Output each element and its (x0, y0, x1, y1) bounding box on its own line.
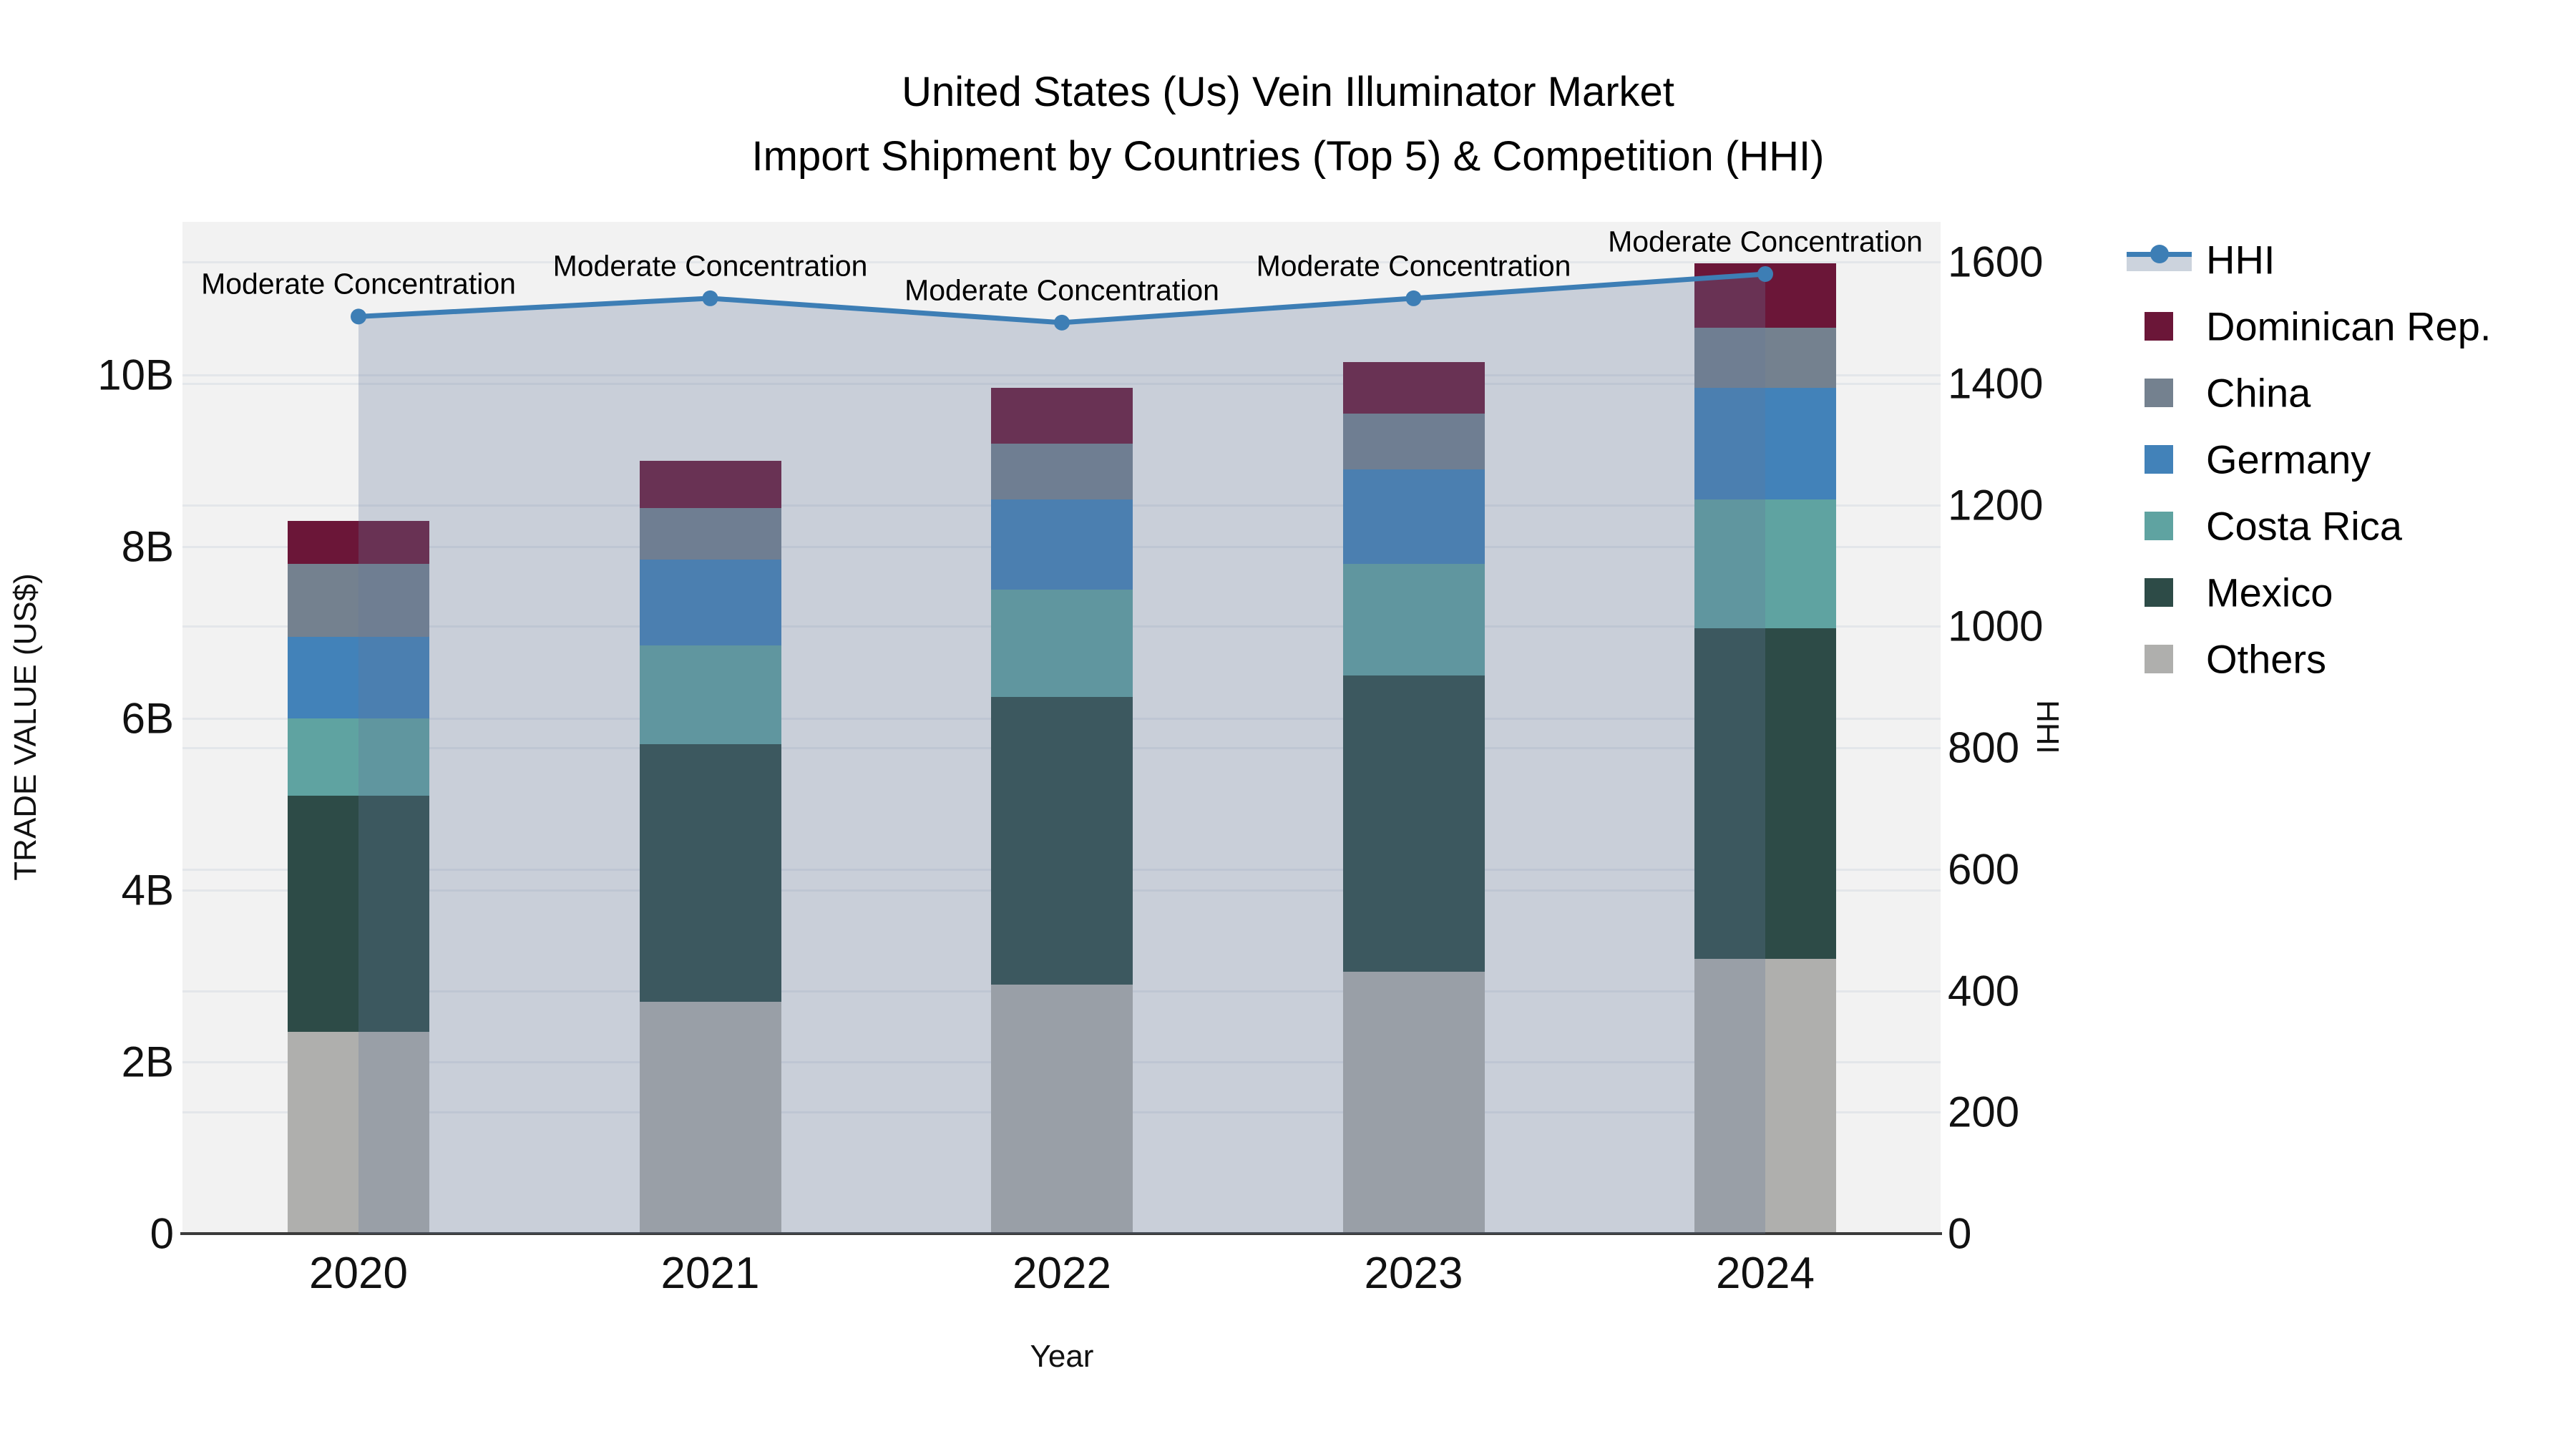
hhi-overlay (351, 265, 1773, 1234)
bar-segment-others-2023 (1342, 972, 1485, 1234)
chart-title-line1: United States (Us) Vein Illuminator Mark… (902, 69, 1674, 115)
hhi-point-2022 (1054, 314, 1070, 331)
annotation-2020: Moderate Concentration (201, 267, 516, 301)
bar-segment-germany-2021 (639, 560, 781, 645)
legend-swatch-costa-rica (2145, 511, 2173, 540)
legend-hhi-handle (2127, 244, 2192, 275)
legend-item-dominican-rep: Dominican Rep. (2117, 293, 2575, 359)
bar-segment-costa-rica-2023 (1342, 564, 1485, 675)
x-tick-2020: 2020 (309, 1249, 408, 1298)
chart-title: United States (Us) Vein Illuminator Mark… (0, 60, 2576, 189)
bar-segment-germany-2023 (1342, 469, 1485, 564)
y-tick-left-8B: 8B (121, 522, 174, 571)
y-tick-left-10B: 10B (97, 351, 174, 399)
y-tick-right-1200: 1200 (1948, 481, 2044, 529)
y-tick-right-0: 0 (1948, 1209, 1972, 1258)
legend-hhi-marker-icon (2150, 244, 2169, 263)
bar-segment-costa-rica-2024 (1694, 499, 1836, 628)
bar-segment-mexico-2020 (288, 796, 429, 1032)
annotation-2023: Moderate Concentration (1256, 249, 1571, 283)
gridline-left-10 (182, 374, 1941, 376)
legend-item-others: Others (2117, 625, 2575, 692)
legend-label-china: China (2206, 370, 2311, 415)
x-tick-2021: 2021 (660, 1249, 760, 1298)
y-tick-right-200: 200 (1948, 1088, 2020, 1136)
bar-segment-china-2022 (991, 444, 1133, 499)
bar-segment-dominican-rep-2020 (288, 521, 429, 564)
legend-label-mexico: Mexico (2206, 570, 2333, 615)
bar-segment-mexico-2024 (1694, 628, 1836, 959)
y-tick-right-800: 800 (1948, 723, 2020, 772)
hhi-point-2021 (702, 290, 718, 306)
bar-segment-mexico-2021 (639, 744, 781, 1002)
bar-segment-china-2021 (639, 508, 781, 560)
bar-segment-germany-2022 (991, 499, 1133, 590)
legend-swatch-dominican-rep (2145, 311, 2173, 341)
y-tick-right-400: 400 (1948, 967, 2020, 1015)
y-tick-left-6B: 6B (121, 694, 174, 743)
y-tick-left-0: 0 (150, 1209, 174, 1258)
y-tick-right-1000: 1000 (1948, 602, 2044, 650)
chart-title-line2: Import Shipment by Countries (Top 5) & C… (751, 133, 1825, 180)
hhi-point-2020 (351, 308, 366, 325)
bar-segment-others-2020 (288, 1032, 429, 1234)
bar-segment-china-2020 (288, 564, 429, 637)
legend-item-mexico: Mexico (2117, 559, 2575, 625)
bar-segment-costa-rica-2022 (991, 590, 1133, 697)
bar-segment-others-2021 (639, 1002, 781, 1234)
bar-segment-germany-2020 (288, 637, 429, 718)
y-tick-right-1400: 1400 (1948, 359, 2044, 408)
x-tick-2023: 2023 (1364, 1249, 1463, 1298)
bar-segment-others-2022 (991, 985, 1133, 1234)
hhi-point-2024 (1757, 265, 1773, 282)
x-tick-2022: 2022 (1013, 1249, 1111, 1298)
legend-label-others: Others (2206, 636, 2327, 681)
legend-label-germany: Germany (2206, 436, 2371, 482)
y-tick-left-2B: 2B (121, 1038, 174, 1086)
x-axis-spine (180, 1232, 1942, 1235)
legend-swatch-china (2145, 378, 2173, 407)
bar-segment-costa-rica-2021 (639, 645, 781, 744)
bar-segment-dominican-rep-2023 (1342, 362, 1485, 414)
bar-segment-others-2024 (1694, 959, 1836, 1234)
legend-label-costa-rica: Costa Rica (2206, 503, 2402, 548)
gridline-right-1400 (182, 382, 1941, 385)
y-tick-left-4B: 4B (121, 866, 174, 914)
legend-label-hhi: HHI (2206, 237, 2275, 282)
legend-swatch-germany (2145, 444, 2173, 474)
legend-label-dominican-rep: Dominican Rep. (2206, 303, 2492, 348)
y-tick-right-1600: 1600 (1948, 238, 2044, 286)
hhi-area (358, 273, 1765, 1234)
bar-segment-china-2024 (1694, 328, 1836, 388)
bar-segment-dominican-rep-2022 (991, 388, 1133, 444)
hhi-point-2023 (1405, 290, 1422, 306)
legend-item-costa-rica: Costa Rica (2117, 492, 2575, 559)
bar-segment-germany-2024 (1694, 388, 1836, 499)
x-axis-label: Year (1030, 1339, 1094, 1374)
plot-area: Moderate Concentration Moderate Concentra… (182, 222, 1941, 1234)
legend-item-china: China (2117, 359, 2575, 426)
bar-segment-mexico-2022 (991, 697, 1133, 985)
bar-segment-mexico-2023 (1342, 675, 1485, 972)
legend-item-hhi: HHI (2117, 226, 2575, 293)
legend-swatch-mexico (2145, 577, 2173, 607)
annotation-2022: Moderate Concentration (904, 273, 1219, 307)
x-tick-2024: 2024 (1716, 1249, 1815, 1298)
legend-swatch-others (2145, 644, 2173, 673)
legend-item-germany: Germany (2117, 426, 2575, 492)
gridline-right-1600 (182, 261, 1941, 263)
bar-segment-costa-rica-2020 (288, 718, 429, 796)
bar-segment-china-2023 (1342, 414, 1485, 469)
annotation-2021: Moderate Concentration (552, 249, 868, 283)
annotation-2024: Moderate Concentration (1608, 225, 1923, 258)
y-tick-right-600: 600 (1948, 845, 2020, 894)
bar-segment-dominican-rep-2021 (639, 461, 781, 508)
y-axis-label-right: HHI (2030, 700, 2065, 754)
